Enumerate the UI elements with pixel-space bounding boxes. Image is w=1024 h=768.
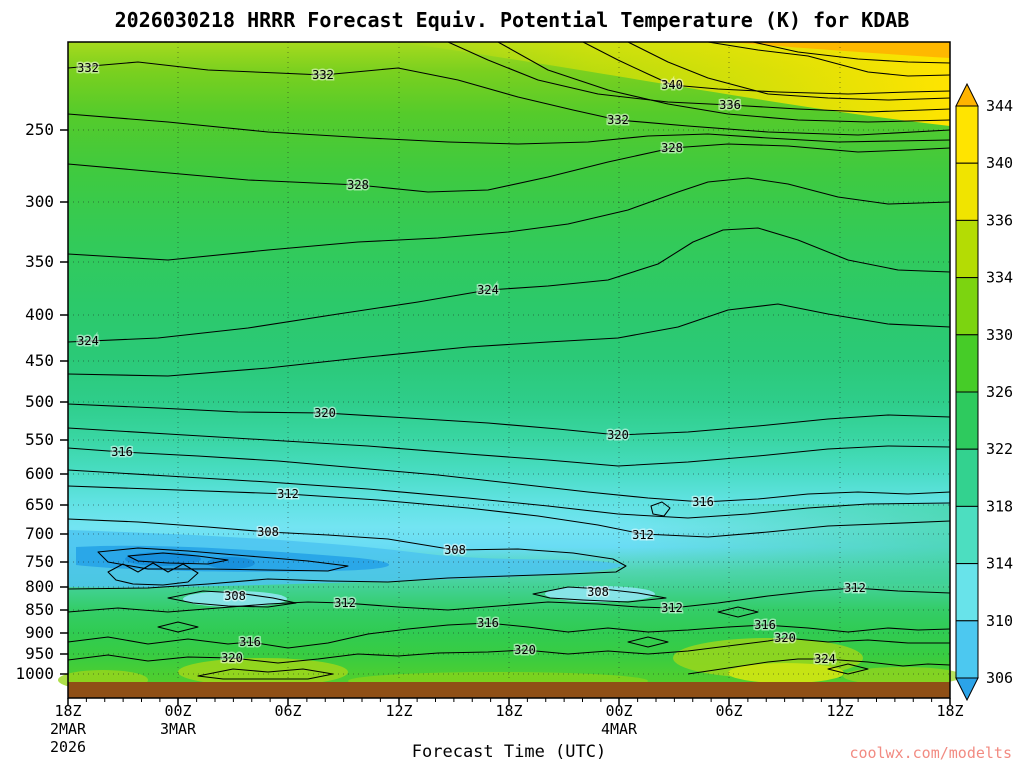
field-fill-min-theta-e-2 xyxy=(207,557,255,569)
field-fill-surface-warm-3 xyxy=(728,663,844,683)
svg-text:308: 308 xyxy=(587,585,609,599)
y-tick-label: 550 xyxy=(25,430,54,449)
svg-text:328: 328 xyxy=(661,141,683,155)
contour-labels: 332 3323323363403283283243243203203163163… xyxy=(76,60,868,668)
x-tick-label: 06Z xyxy=(274,702,302,720)
x-tick-label: 12Z xyxy=(826,702,854,720)
svg-text:320: 320 xyxy=(221,651,243,665)
field-fill-cyan-pocket-1 xyxy=(183,591,287,607)
cross-section-plot: 332 3323323363403283283243243203203163163… xyxy=(58,41,963,706)
svg-text:332: 332 xyxy=(312,68,334,82)
x-tick-label: 18Z xyxy=(54,702,82,720)
y-tick-label: 400 xyxy=(25,305,54,324)
svg-text:320: 320 xyxy=(607,428,629,442)
x-axis-labels: 18Z 00Z 06Z 12Z 18Z 00Z 06Z 12Z 18Z 2MAR 2026 3MAR 4… xyxy=(50,702,964,763)
y-tick-label: 900 xyxy=(25,623,54,642)
ground-strip xyxy=(68,682,950,698)
colorbar-tick-label: 330 xyxy=(986,326,1013,344)
svg-text:316: 316 xyxy=(111,445,133,459)
x-tick-label: 18Z xyxy=(495,702,523,720)
x-tick-label: 00Z xyxy=(605,702,633,720)
y-tick-label: 650 xyxy=(25,495,54,514)
svg-text:324: 324 xyxy=(77,334,99,348)
colorbar-tick-label: 318 xyxy=(986,497,1013,515)
svg-text:324: 324 xyxy=(477,283,499,297)
svg-text:328: 328 xyxy=(347,178,369,192)
colorbar-tick-label: 344 xyxy=(986,97,1013,115)
y-tick-label: 300 xyxy=(25,192,54,211)
plot-frame xyxy=(67,41,951,699)
x-date-label: 2026 xyxy=(49,738,87,756)
svg-text:312: 312 xyxy=(661,601,683,615)
x-date-label: 2MAR xyxy=(49,720,87,738)
y-tick-label: 450 xyxy=(25,351,54,370)
field-fill-surface-warm-6 xyxy=(843,667,963,685)
colorbar-tick-label: 340 xyxy=(986,154,1013,172)
svg-text:316: 316 xyxy=(477,616,499,630)
field-fill-right-teal xyxy=(628,504,950,584)
svg-text:312: 312 xyxy=(277,487,299,501)
svg-text:312: 312 xyxy=(334,596,356,610)
svg-text:332: 332 xyxy=(77,61,99,75)
contour-lines xyxy=(67,41,951,680)
colorbar-tick-label: 310 xyxy=(986,612,1013,630)
svg-text:320: 320 xyxy=(314,406,336,420)
svg-text:320: 320 xyxy=(514,643,536,657)
field-fill-cyan-pocket-2 xyxy=(545,586,655,602)
svg-text:336: 336 xyxy=(719,98,741,112)
svg-text:316: 316 xyxy=(239,635,261,649)
chart-title: 2026030218 HRRR Forecast Equiv. Potentia… xyxy=(114,8,910,32)
colorbar: 344 340 336 334 330 326 322 318 314 310 306 xyxy=(955,82,1013,702)
y-tick-label: 250 xyxy=(25,120,54,139)
y-tick-label: 700 xyxy=(25,524,54,543)
svg-text:316: 316 xyxy=(754,618,776,632)
y-tick-label: 350 xyxy=(25,252,54,271)
svg-text:312: 312 xyxy=(632,528,654,542)
gridlines xyxy=(68,42,950,682)
x-tick-label: 18Z xyxy=(936,702,964,720)
svg-text:308: 308 xyxy=(224,589,246,603)
x-tick-label: 12Z xyxy=(385,702,413,720)
field-fill-background xyxy=(68,42,950,698)
field-fill-very-high-theta-e xyxy=(728,42,950,58)
y-tick-label: 800 xyxy=(25,577,54,596)
svg-text:320: 320 xyxy=(774,631,796,645)
colorbar-tick-label: 326 xyxy=(986,383,1013,401)
y-tick-label: 850 xyxy=(25,600,54,619)
svg-text:308: 308 xyxy=(257,525,279,539)
svg-text:316: 316 xyxy=(692,495,714,509)
svg-text:340: 340 xyxy=(661,78,683,92)
x-tick-label: 00Z xyxy=(164,702,192,720)
x-date-label: 4MAR xyxy=(600,720,638,738)
y-axis-labels: 250 300 350 400 450 500 550 600 650 700 750 800 850 9… xyxy=(0,42,58,698)
watermark-link[interactable]: coolwx.com/modelts xyxy=(849,744,1012,762)
svg-text:324: 324 xyxy=(814,652,836,666)
colorbar-tick-label: 334 xyxy=(986,269,1013,287)
field-fill-high-theta-e xyxy=(398,42,950,126)
svg-text:332: 332 xyxy=(607,113,629,127)
svg-text:312: 312 xyxy=(844,581,866,595)
x-tick-label: 06Z xyxy=(715,702,743,720)
y-tick-label: 600 xyxy=(25,464,54,483)
y-tick-label: 500 xyxy=(25,392,54,411)
svg-text:308: 308 xyxy=(444,543,466,557)
x-axis-title: Forecast Time (UTC) xyxy=(411,742,607,762)
y-tick-label: 1000 xyxy=(15,664,54,683)
colorbar-tick-label: 306 xyxy=(986,669,1013,687)
colorbar-tick-label: 314 xyxy=(986,555,1013,573)
colorbar-tick-label: 336 xyxy=(986,211,1013,229)
x-date-label: 3MAR xyxy=(159,720,197,738)
y-tick-label: 750 xyxy=(25,552,54,571)
colorbar-tick-label: 322 xyxy=(986,440,1013,458)
y-tick-label: 950 xyxy=(25,644,54,663)
